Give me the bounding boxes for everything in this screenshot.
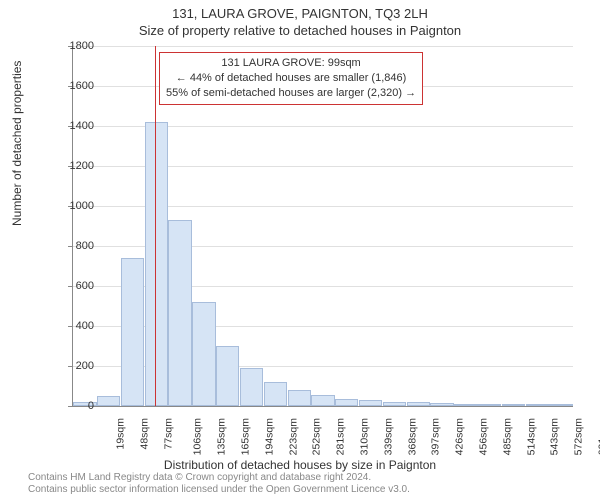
histogram-bar [264, 382, 287, 406]
y-tick-mark [68, 246, 72, 247]
y-tick-mark [68, 206, 72, 207]
y-tick-label: 1200 [54, 160, 94, 172]
y-tick-mark [68, 46, 72, 47]
x-tick-label: 426sqm [454, 418, 466, 455]
histogram-bar [407, 402, 430, 406]
histogram-bar [359, 400, 382, 406]
x-tick-label: 339sqm [382, 418, 394, 455]
histogram-bar [454, 404, 477, 406]
histogram-bar [288, 390, 311, 406]
infobox-line: 55% of semi-detached houses are larger (… [166, 86, 416, 101]
y-tick-label: 0 [54, 400, 94, 412]
x-tick-label: 281sqm [335, 418, 347, 455]
histogram-bar [430, 403, 453, 406]
page-title: 131, LAURA GROVE, PAIGNTON, TQ3 2LH [0, 0, 600, 21]
property-info-box: 131 LAURA GROVE: 99sqm← 44% of detached … [159, 52, 423, 105]
x-tick-label: 456sqm [477, 418, 489, 455]
property-marker-line [155, 46, 156, 406]
histogram-bar [335, 399, 358, 406]
x-tick-label: 397sqm [430, 418, 442, 455]
attribution-line: Contains public sector information licen… [28, 484, 410, 496]
histogram-bar [97, 396, 120, 406]
attribution-text: Contains HM Land Registry data © Crown c… [28, 472, 410, 496]
histogram-bar [121, 258, 144, 406]
histogram-bar [145, 122, 168, 406]
y-tick-mark [68, 366, 72, 367]
y-tick-label: 1400 [54, 120, 94, 132]
y-tick-mark [68, 286, 72, 287]
histogram-bar [240, 368, 263, 406]
histogram-bar [311, 395, 334, 406]
histogram-bar [549, 404, 572, 406]
attribution-line: Contains HM Land Registry data © Crown c… [28, 472, 410, 484]
histogram-bar [216, 346, 239, 406]
histogram-bar [478, 404, 501, 406]
histogram-bar [526, 404, 549, 406]
y-tick-label: 1000 [54, 200, 94, 212]
y-axis-label: Number of detached properties [10, 61, 24, 226]
x-tick-label: 106sqm [192, 418, 204, 455]
y-tick-mark [68, 126, 72, 127]
y-tick-mark [68, 86, 72, 87]
x-tick-label: 48sqm [138, 418, 150, 450]
x-tick-label: 310sqm [358, 418, 370, 455]
x-tick-label: 485sqm [501, 418, 513, 455]
infobox-line: ← 44% of detached houses are smaller (1,… [166, 71, 416, 86]
x-tick-label: 543sqm [549, 418, 561, 455]
y-tick-label: 600 [54, 280, 94, 292]
gridline [73, 46, 573, 47]
histogram-bar [168, 220, 191, 406]
x-tick-label: 572sqm [573, 418, 585, 455]
x-axis-label: Distribution of detached houses by size … [0, 458, 600, 472]
x-tick-label: 135sqm [216, 418, 228, 455]
x-tick-label: 165sqm [239, 418, 251, 455]
histogram-bar [192, 302, 215, 406]
y-tick-mark [68, 406, 72, 407]
x-tick-label: 77sqm [162, 418, 174, 450]
x-tick-label: 368sqm [406, 418, 418, 455]
y-tick-label: 400 [54, 320, 94, 332]
y-tick-label: 200 [54, 360, 94, 372]
x-tick-label: 514sqm [525, 418, 537, 455]
page-subtitle: Size of property relative to detached ho… [0, 21, 600, 38]
x-tick-label: 252sqm [311, 418, 323, 455]
infobox-line: 131 LAURA GROVE: 99sqm [166, 56, 416, 71]
y-tick-label: 800 [54, 240, 94, 252]
histogram-bar [502, 404, 525, 406]
y-tick-mark [68, 326, 72, 327]
x-tick-label: 601sqm [596, 418, 600, 455]
x-tick-label: 223sqm [287, 418, 299, 455]
chart-plot-area: 131 LAURA GROVE: 99sqm← 44% of detached … [72, 46, 573, 407]
y-tick-label: 1800 [54, 40, 94, 52]
y-tick-mark [68, 166, 72, 167]
y-tick-label: 1600 [54, 80, 94, 92]
x-tick-label: 19sqm [114, 418, 126, 450]
histogram-bar [383, 402, 406, 406]
x-tick-label: 194sqm [263, 418, 275, 455]
